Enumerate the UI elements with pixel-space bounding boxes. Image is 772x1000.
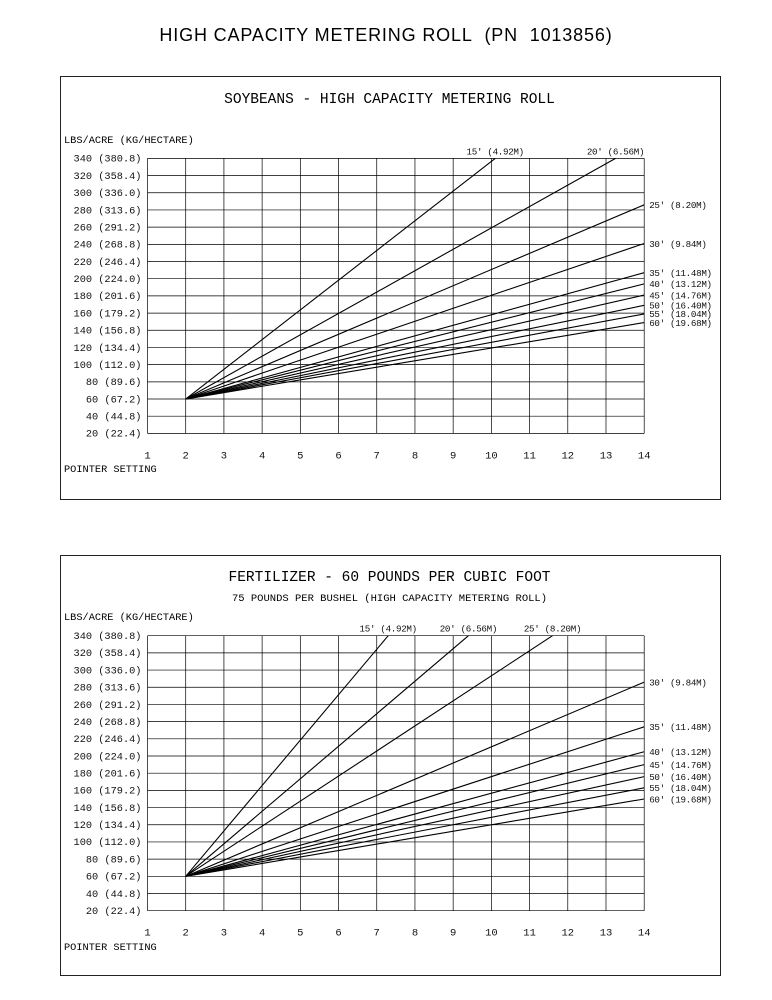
svg-text:3: 3 xyxy=(221,928,227,940)
svg-text:8: 8 xyxy=(412,928,418,940)
svg-text:6: 6 xyxy=(335,928,341,940)
svg-text:10: 10 xyxy=(485,928,498,940)
svg-text:200 (224.0): 200 (224.0) xyxy=(74,751,142,763)
svg-text:50' (16.40M): 50' (16.40M) xyxy=(649,772,712,783)
svg-text:2: 2 xyxy=(183,928,189,940)
svg-text:60' (19.68M): 60' (19.68M) xyxy=(649,794,712,805)
svg-text:14: 14 xyxy=(638,928,651,940)
svg-text:20 (22.4): 20 (22.4) xyxy=(86,906,142,918)
svg-text:140 (156.8): 140 (156.8) xyxy=(74,803,142,815)
svg-text:5: 5 xyxy=(297,928,303,940)
svg-text:11: 11 xyxy=(523,928,536,940)
svg-text:7: 7 xyxy=(374,928,380,940)
svg-text:20' (6.56M): 20' (6.56M) xyxy=(440,624,497,635)
svg-text:55' (18.04M): 55' (18.04M) xyxy=(649,783,712,794)
svg-text:160 (179.2): 160 (179.2) xyxy=(74,786,142,798)
svg-text:30' (9.84M): 30' (9.84M) xyxy=(649,677,706,688)
svg-text:4: 4 xyxy=(259,928,265,940)
svg-text:1: 1 xyxy=(144,928,150,940)
svg-text:100 (112.0): 100 (112.0) xyxy=(74,837,142,849)
svg-text:9: 9 xyxy=(450,928,456,940)
svg-text:180 (201.6): 180 (201.6) xyxy=(74,769,142,781)
svg-text:120 (134.4): 120 (134.4) xyxy=(74,820,142,832)
svg-text:300 (336.0): 300 (336.0) xyxy=(74,665,142,677)
svg-text:60 (67.2): 60 (67.2) xyxy=(86,872,142,884)
svg-text:25' (8.20M): 25' (8.20M) xyxy=(524,624,581,635)
svg-text:220 (246.4): 220 (246.4) xyxy=(74,734,142,746)
svg-text:45' (14.76M): 45' (14.76M) xyxy=(649,760,712,771)
svg-text:320 (358.4): 320 (358.4) xyxy=(74,648,142,660)
svg-text:12: 12 xyxy=(561,928,574,940)
svg-text:35' (11.48M): 35' (11.48M) xyxy=(649,722,712,733)
svg-text:40' (13.12M): 40' (13.12M) xyxy=(649,747,712,758)
svg-text:240 (268.8): 240 (268.8) xyxy=(74,717,142,729)
svg-text:340 (380.8): 340 (380.8) xyxy=(74,631,142,643)
svg-text:13: 13 xyxy=(600,928,613,940)
svg-text:280 (313.6): 280 (313.6) xyxy=(74,683,142,695)
svg-text:40 (44.8): 40 (44.8) xyxy=(86,889,142,901)
svg-text:260 (291.2): 260 (291.2) xyxy=(74,700,142,712)
svg-text:80 (89.6): 80 (89.6) xyxy=(86,854,142,866)
svg-text:15' (4.92M): 15' (4.92M) xyxy=(360,624,417,635)
